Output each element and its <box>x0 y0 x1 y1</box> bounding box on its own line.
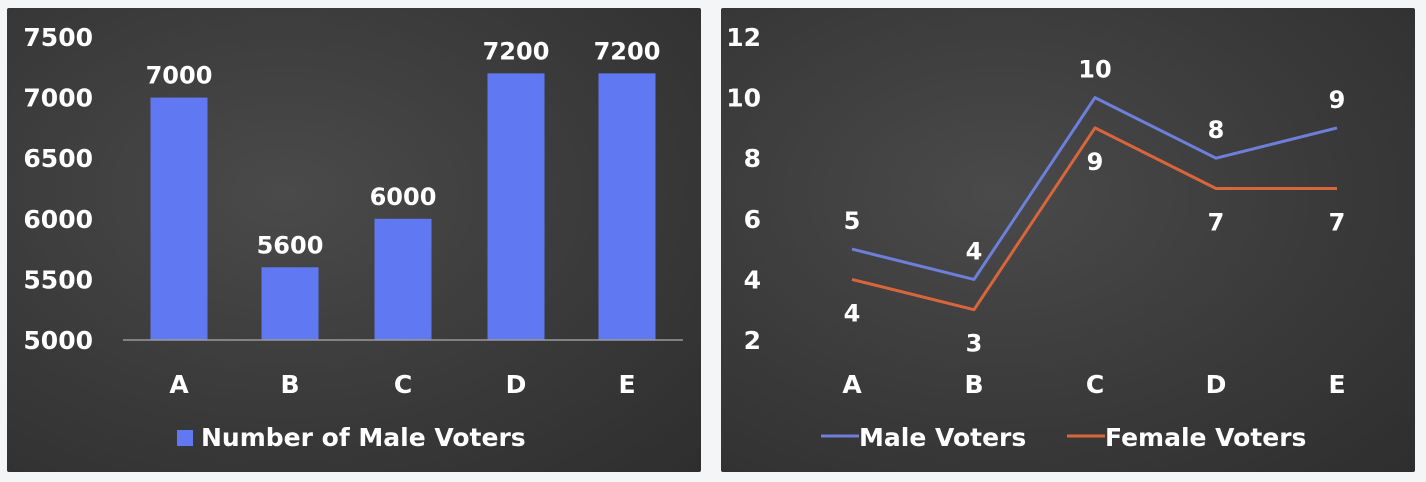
male-data-label: 9 <box>1329 86 1346 114</box>
y-tick-label: 12 <box>726 23 761 52</box>
y-tick-label: 6 <box>744 205 761 234</box>
male-voters-line <box>851 96 1338 281</box>
bar-data-label: 6000 <box>370 183 437 211</box>
y-tick-label: 8 <box>744 144 761 173</box>
bar-chart: 5000 5500 6000 6500 7000 7500 7000 5600 6000 7200… <box>23 23 683 452</box>
bar-c <box>374 218 432 340</box>
bar-e <box>598 73 656 341</box>
legend-label: Number of Male Voters <box>201 423 526 452</box>
x-tick-label: A <box>169 370 189 399</box>
bar-data-label: 7200 <box>594 37 661 65</box>
female-voters-line <box>851 126 1337 312</box>
female-data-label: 9 <box>1087 148 1104 176</box>
bar-data-label: 7200 <box>483 37 550 65</box>
legend-female-label: Female Voters <box>1105 423 1306 452</box>
male-data-label: 4 <box>966 237 983 265</box>
bar-a <box>150 97 208 340</box>
bar-data-label: 5600 <box>257 231 324 259</box>
legend-swatch <box>177 430 193 446</box>
y-tick-label: 7000 <box>23 84 93 113</box>
bar-data-label: 7000 <box>146 62 213 90</box>
y-tick-label: 10 <box>726 84 761 113</box>
male-data-label: 10 <box>1078 56 1111 84</box>
x-tick-label: E <box>1328 370 1345 399</box>
line-chart-panel: 2 4 6 8 10 12 5 4 10 8 9 4 3 9 7 7 A B C D E Male Voters Femal… <box>721 8 1415 472</box>
bar-d <box>487 73 545 341</box>
y-tick-label: 2 <box>744 326 761 355</box>
female-data-label: 4 <box>844 299 861 327</box>
x-tick-label: C <box>394 370 412 399</box>
bar-b <box>261 267 319 340</box>
x-tick-label: A <box>842 370 862 399</box>
y-tick-label: 7500 <box>23 23 93 52</box>
x-tick-label: C <box>1086 370 1104 399</box>
y-tick-label: 5000 <box>23 326 93 355</box>
female-data-label: 7 <box>1208 209 1225 237</box>
male-data-label: 5 <box>844 207 861 235</box>
male-data-label: 8 <box>1208 116 1225 144</box>
y-tick-label: 6500 <box>23 144 93 173</box>
legend-male-label: Male Voters <box>859 423 1026 452</box>
x-tick-label: D <box>506 370 527 399</box>
x-tick-label: D <box>1206 370 1227 399</box>
y-tick-label: 5500 <box>23 265 93 294</box>
female-data-label: 3 <box>966 330 983 358</box>
x-tick-label: B <box>964 370 983 399</box>
y-tick-label: 6000 <box>23 205 93 234</box>
y-tick-label: 4 <box>744 265 761 294</box>
line-chart: 2 4 6 8 10 12 5 4 10 8 9 4 3 9 7 7 A B C D E Male Voters Femal… <box>726 23 1346 452</box>
x-tick-label: E <box>618 370 635 399</box>
x-tick-label: B <box>280 370 299 399</box>
female-data-label: 7 <box>1329 209 1346 237</box>
bar-chart-panel: 5000 5500 6000 6500 7000 7500 7000 5600 6000 7200… <box>7 8 701 472</box>
